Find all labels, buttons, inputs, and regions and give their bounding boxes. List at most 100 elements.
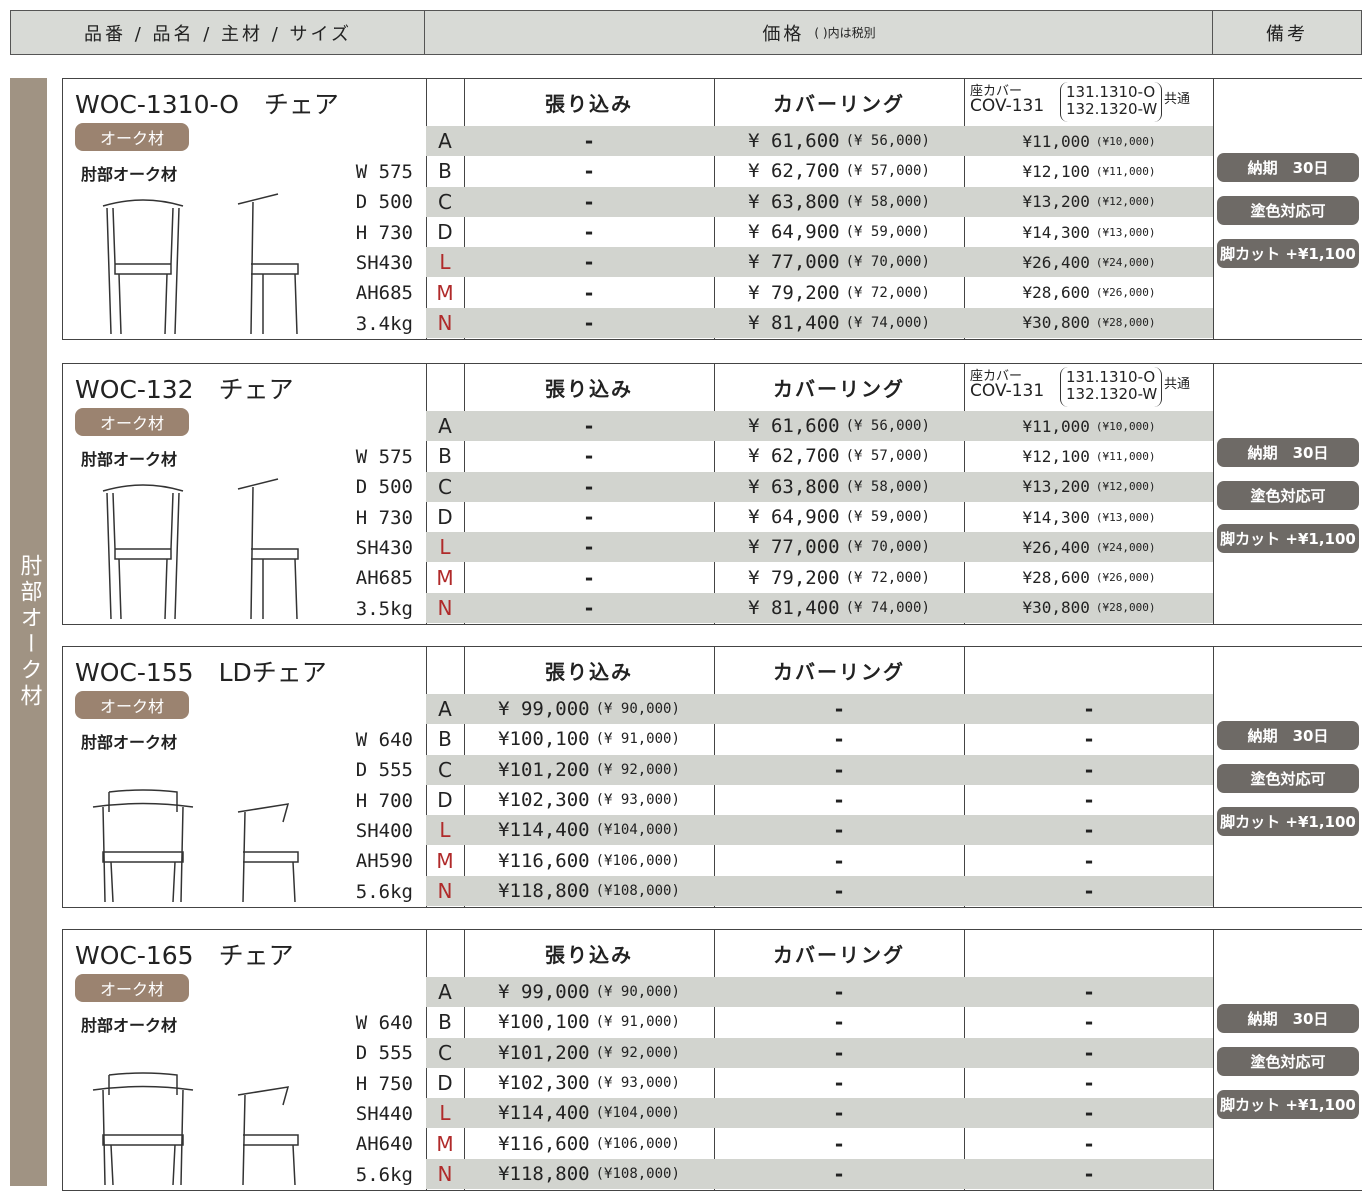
price-cell: - (964, 1068, 1214, 1098)
note-badge: 塗色対応可 (1217, 196, 1359, 225)
grade: D (437, 1071, 453, 1096)
tax: (¥12,000) (1095, 480, 1156, 494)
price-cell: ¥ 77,000 (¥ 70,000) (714, 247, 964, 277)
tax: (¥ 93,000) (595, 792, 680, 809)
dash: - (1082, 1101, 1096, 1126)
tax: (¥108,000) (595, 1165, 680, 1182)
size: H 750 (355, 1072, 413, 1095)
cover-header: 座カバー COV-131 131.1310-O 132.1320-W 共通 (964, 367, 1214, 409)
product-section: WOC-155 LDチェア オーク材 肘部オーク材 W 640 D 555 H 700 SH… (62, 646, 1362, 908)
price-row: C - ¥ 63,800 (¥ 58,000) ¥13,200 (¥12,000) (426, 186, 1213, 217)
size: SH430 (355, 251, 413, 274)
size: 5.6kg (355, 1163, 413, 1186)
price-row: N ¥118,800 (¥108,000) - - (426, 875, 1213, 907)
price-row: M - ¥ 79,200 (¥ 72,000) ¥28,600 (¥26,000) (426, 563, 1213, 593)
price: ¥102,300 (498, 1072, 590, 1095)
price-cell: - (714, 1129, 964, 1159)
grade: C (438, 757, 452, 782)
price: ¥12,100 (1022, 446, 1090, 466)
note-badge: 脚カット +¥1,100 (1217, 1090, 1359, 1119)
grade: L (439, 250, 451, 275)
price-cell: - (714, 1038, 964, 1068)
chair-drawing (73, 184, 333, 339)
price-row: B - ¥ 62,700 (¥ 57,000) ¥12,100 (¥11,000) (426, 156, 1213, 186)
price-cell: - (714, 724, 964, 754)
chair-drawing (73, 469, 333, 624)
divider (1213, 930, 1214, 1190)
price-cell: - (714, 755, 964, 785)
dash: - (582, 535, 596, 560)
price-row: C - ¥ 63,800 (¥ 58,000) ¥13,200 (¥12,000) (426, 471, 1213, 502)
price: ¥13,200 (1022, 192, 1090, 212)
tax: (¥ 57,000) (845, 448, 930, 465)
price-row: C ¥101,200 (¥ 92,000) - - (426, 754, 1213, 785)
column-header: 張り込み (545, 943, 633, 967)
tax: (¥106,000) (595, 852, 680, 869)
grade: L (439, 818, 451, 843)
tax: (¥104,000) (595, 822, 680, 839)
product-name: WOC-155 LDチェア (75, 658, 327, 687)
dash: - (832, 1101, 846, 1126)
dash: - (1082, 1071, 1096, 1096)
cover-model: 131.1310-O (1066, 368, 1156, 386)
grade: A (438, 129, 452, 154)
grade: D (437, 220, 453, 245)
cover-paren (1060, 367, 1162, 407)
dash: - (582, 220, 596, 245)
price: ¥ 61,600 (748, 415, 840, 438)
divider (1213, 79, 1214, 339)
grade: B (438, 727, 452, 752)
price: ¥26,400 (1022, 537, 1090, 557)
note-badge: 脚カット +¥1,100 (1217, 239, 1359, 268)
price-cell: - (464, 472, 714, 502)
price-cell: ¥ 62,700 (¥ 57,000) (714, 441, 964, 471)
header-cell: 価格 ( )内は税別 (424, 10, 1214, 55)
price-row: C ¥101,200 (¥ 92,000) - - (426, 1037, 1213, 1068)
tax: (¥ 59,000) (845, 224, 930, 241)
chair-drawing (73, 752, 333, 907)
price: ¥30,800 (1022, 313, 1090, 333)
price-cell: - (464, 441, 714, 471)
price-cell: - (964, 785, 1214, 815)
header-cell: 品番 / 品名 / 主材 / サイズ (10, 10, 426, 55)
price-cell: ¥28,600 (¥26,000) (964, 278, 1214, 308)
price-row: N - ¥ 81,400 (¥ 74,000) ¥30,800 (¥28,000) (426, 307, 1213, 339)
material: 肘部オーク材 (81, 733, 178, 752)
tax: (¥26,000) (1095, 571, 1156, 585)
price-note: ( )内は税別 (814, 26, 876, 40)
size: SH400 (355, 819, 413, 842)
price-cell: ¥ 79,200 (¥ 72,000) (714, 563, 964, 593)
price: ¥ 99,000 (498, 981, 590, 1004)
column-header: カバーリング (773, 660, 905, 684)
column-header: カバーリング (773, 92, 905, 116)
price-cell: ¥11,000 (¥10,000) (964, 126, 1214, 156)
size: 3.4kg (355, 312, 413, 335)
price-cell: - (714, 694, 964, 724)
dash: - (832, 848, 846, 873)
tax: (¥26,000) (1095, 286, 1156, 300)
tax: (¥ 72,000) (845, 569, 930, 586)
tax: (¥ 59,000) (845, 509, 930, 526)
size: W 640 (355, 1012, 413, 1034)
price-cell: ¥ 64,900 (¥ 59,000) (714, 502, 964, 532)
price: ¥100,100 (498, 728, 590, 751)
grade: B (438, 444, 452, 469)
dash: - (832, 980, 846, 1005)
price: ¥30,800 (1022, 598, 1090, 618)
price-cell: ¥118,800 (¥108,000) (464, 1159, 714, 1189)
price-cell: ¥28,600 (¥26,000) (964, 563, 1214, 593)
price-row: D - ¥ 64,900 (¥ 59,000) ¥14,300 (¥13,000) (426, 217, 1213, 247)
cover-note: 共通 (1164, 377, 1191, 392)
tax: (¥11,000) (1095, 449, 1156, 463)
dash: - (832, 1071, 846, 1096)
price-cell: - (964, 694, 1214, 724)
price-row: L - ¥ 77,000 (¥ 70,000) ¥26,400 (¥24,000) (426, 532, 1213, 563)
size: D 555 (355, 759, 413, 782)
price-cell: ¥118,800 (¥108,000) (464, 876, 714, 906)
product-section: WOC-1310-O チェア オーク材 肘部オーク材 W 575 D 500 H 730 S… (62, 78, 1362, 340)
price-row: M ¥116,600 (¥106,000) - - (426, 1129, 1213, 1159)
size: D 500 (355, 191, 413, 214)
price-cell: - (714, 1068, 964, 1098)
price-cell: - (464, 156, 714, 186)
price-cell: - (964, 1129, 1214, 1159)
